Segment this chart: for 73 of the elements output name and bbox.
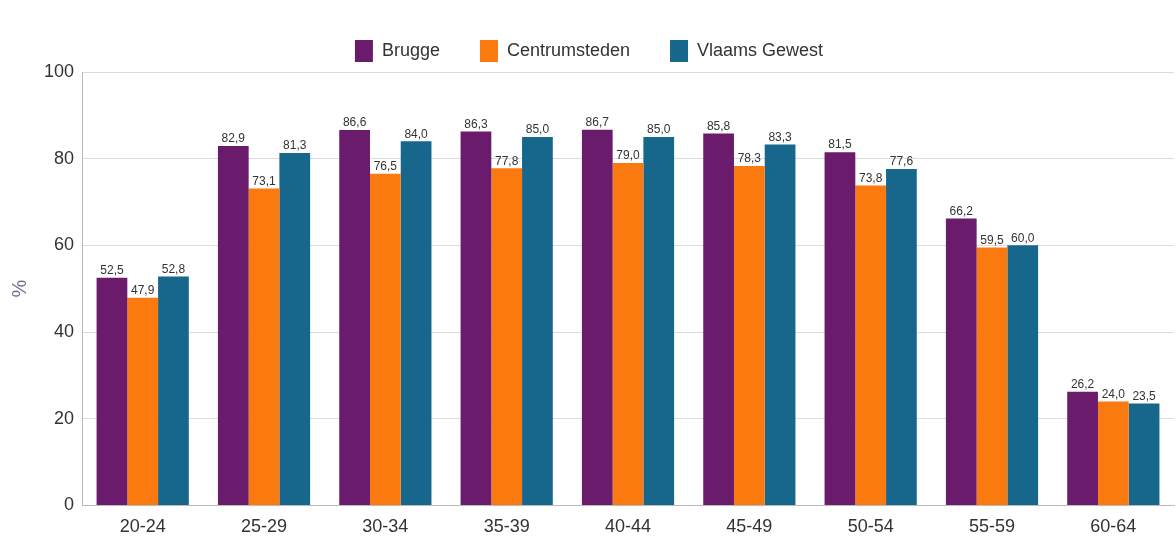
legend-label: Brugge — [381, 39, 440, 60]
data-label: 86,3 — [464, 116, 488, 131]
x-tick-label: 30-34 — [362, 516, 409, 537]
data-label: 52,8 — [161, 261, 186, 276]
bar — [976, 247, 1008, 505]
data-label: 59,5 — [980, 232, 1005, 247]
data-label: 84,0 — [404, 126, 429, 141]
data-label: 76,5 — [373, 159, 398, 174]
bar — [522, 137, 553, 505]
y-axis-title: % — [7, 279, 30, 298]
legend-label: Vlaams Gewest — [697, 39, 824, 60]
x-tick-label: 45-49 — [726, 516, 773, 537]
data-label: 47,9 — [131, 283, 155, 298]
bar — [1007, 245, 1039, 505]
y-tick-label: 100 — [43, 60, 75, 81]
data-label: 24,0 — [1101, 386, 1126, 401]
y-tick-label: 0 — [64, 494, 75, 515]
bar — [158, 276, 189, 505]
bar — [248, 188, 280, 505]
bar — [127, 297, 159, 505]
bar — [612, 163, 644, 505]
data-label: 81,5 — [828, 137, 852, 152]
bar — [643, 137, 675, 505]
x-tick-label: 60-64 — [1090, 516, 1137, 537]
bar — [855, 185, 887, 505]
bar — [1097, 401, 1129, 505]
data-label: 85,8 — [706, 118, 731, 133]
bar — [491, 168, 523, 505]
data-label: 52,5 — [100, 263, 124, 278]
bar — [581, 129, 613, 505]
bar — [460, 131, 492, 505]
legend-label: Centrumsteden — [506, 39, 631, 60]
data-label: 86,7 — [585, 114, 610, 129]
y-tick-label: 40 — [54, 321, 75, 342]
bar — [703, 133, 734, 505]
data-label: 77,8 — [495, 153, 519, 168]
data-label: 79,0 — [616, 148, 641, 163]
bar — [764, 144, 796, 505]
data-label: 82,9 — [221, 131, 246, 146]
x-tick-label: 55-59 — [968, 516, 1016, 537]
y-tick-label: 60 — [54, 234, 75, 255]
bar — [400, 141, 432, 505]
data-label: 85,0 — [525, 122, 550, 137]
data-label: 23,5 — [1132, 388, 1157, 403]
y-tick-label: 80 — [54, 147, 75, 168]
x-tick-label: 40-44 — [604, 516, 652, 537]
x-tick-label: 50-54 — [847, 516, 894, 537]
x-tick-label: 20-24 — [119, 516, 166, 537]
data-label: 73,8 — [859, 170, 883, 185]
data-label: 26,2 — [1070, 377, 1095, 392]
data-label: 73,1 — [252, 173, 277, 188]
data-label: 81,3 — [283, 138, 307, 153]
data-label: 77,6 — [889, 154, 914, 169]
data-label: 66,2 — [949, 203, 974, 218]
bar — [339, 130, 370, 505]
y-tick-label: 20 — [54, 407, 75, 428]
bar — [733, 166, 765, 505]
bar — [1067, 391, 1098, 505]
data-label: 86,6 — [342, 115, 367, 130]
data-label: 78,3 — [737, 151, 762, 166]
x-tick-label: 35-39 — [483, 516, 530, 537]
data-label: 83,3 — [768, 129, 793, 144]
bar — [1128, 403, 1160, 505]
bar — [96, 277, 128, 505]
data-label: 85,0 — [647, 122, 671, 137]
x-tick-label: 25-29 — [241, 516, 288, 537]
bar — [824, 152, 856, 505]
bar — [217, 146, 249, 505]
data-label: 60,0 — [1011, 230, 1035, 245]
bar — [886, 169, 917, 505]
bar — [945, 218, 977, 505]
bar — [279, 153, 311, 505]
bar — [369, 173, 401, 505]
